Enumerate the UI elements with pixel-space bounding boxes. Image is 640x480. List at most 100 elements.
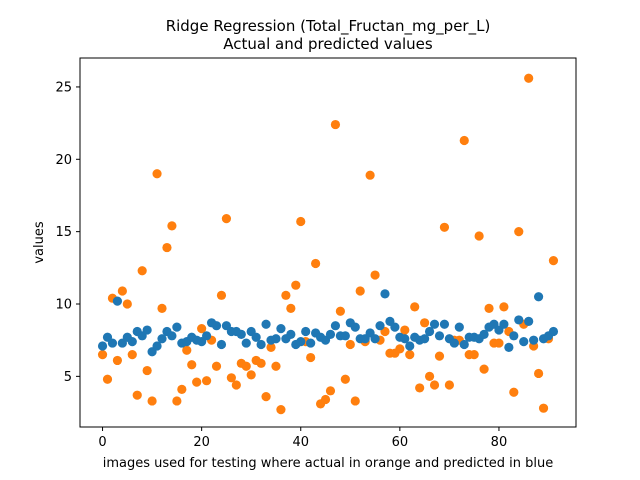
predicted-point	[97, 341, 108, 351]
actual-point	[395, 344, 405, 354]
actual-point	[261, 392, 271, 402]
actual-point	[182, 345, 192, 355]
actual-point	[439, 222, 450, 232]
predicted-point	[112, 296, 123, 306]
actual-point	[405, 350, 415, 360]
predicted-point	[405, 341, 415, 351]
actual-point	[187, 360, 197, 370]
actual-point	[533, 368, 544, 379]
predicted-point	[439, 319, 450, 329]
predicted-point	[434, 331, 445, 341]
actual-point	[152, 169, 162, 179]
y-tick-label: 25	[55, 80, 72, 95]
predicted-point	[524, 316, 534, 326]
actual-point	[97, 350, 108, 360]
actual-point	[514, 227, 524, 237]
predicted-point	[340, 331, 350, 341]
predicted-point	[454, 322, 464, 332]
actual-point	[127, 350, 137, 360]
predicted-point	[509, 331, 519, 341]
actual-point	[192, 377, 202, 387]
x-tick-label: 20	[193, 435, 210, 450]
actual-point	[271, 361, 281, 371]
actual-point	[211, 361, 222, 371]
actual-point	[479, 364, 489, 374]
actual-point	[434, 351, 445, 361]
actual-point	[167, 221, 177, 231]
actual-point	[172, 396, 182, 406]
actual-point	[226, 373, 236, 383]
actual-point	[142, 365, 152, 376]
predicted-point	[350, 322, 360, 332]
actual-point	[509, 387, 519, 397]
predicted-point	[157, 334, 167, 344]
predicted-point	[325, 329, 336, 339]
predicted-point	[142, 325, 152, 335]
predicted-point	[301, 326, 311, 337]
actual-point	[286, 303, 296, 313]
predicted-point	[127, 337, 137, 347]
y-tick-label: 5	[64, 370, 72, 385]
actual-point	[345, 339, 355, 350]
plot-frame	[79, 57, 577, 428]
predicted-point	[529, 335, 539, 345]
actual-point	[424, 371, 435, 381]
predicted-point	[172, 322, 182, 332]
actual-point	[296, 216, 306, 227]
predicted-point	[251, 332, 261, 342]
x-axis-label: images used for testing where actual in …	[103, 456, 554, 471]
predicted-point	[400, 334, 410, 344]
actual-point	[444, 380, 454, 390]
predicted-point	[286, 329, 296, 339]
actual-point	[410, 302, 420, 312]
actual-point	[548, 255, 559, 266]
x-tick-label: 60	[392, 435, 409, 450]
actual-point	[177, 384, 187, 394]
predicted-point	[306, 338, 316, 348]
predicted-point	[420, 334, 430, 344]
actual-point	[221, 214, 232, 224]
actual-point	[311, 258, 321, 269]
actual-point	[231, 380, 241, 390]
predicted-point	[449, 338, 459, 348]
actual-point	[276, 405, 286, 415]
actual-point	[538, 403, 549, 413]
actual-point	[162, 242, 172, 253]
actual-point	[459, 135, 469, 146]
actual-point	[137, 266, 147, 276]
predicted-point	[167, 331, 177, 341]
actual-point	[132, 390, 142, 400]
actual-point	[370, 270, 380, 280]
actual-point	[355, 286, 365, 296]
predicted-point	[548, 326, 559, 337]
y-tick-label: 10	[55, 298, 72, 313]
predicted-point	[271, 334, 281, 344]
actual-point	[335, 306, 345, 316]
actual-point	[281, 290, 291, 300]
axes: 0 20 40 60 80 5 10 15 20 25	[55, 80, 507, 450]
x-tick-label: 80	[491, 435, 508, 450]
predicted-point	[330, 321, 341, 331]
x-tick-label: 0	[98, 435, 106, 450]
actual-point	[484, 303, 494, 313]
chart-subtitle: Actual and predicted values	[223, 35, 433, 53]
actual-point	[112, 355, 123, 366]
predicted-point	[296, 337, 306, 347]
actual-point	[197, 324, 207, 334]
actual-point	[340, 374, 350, 384]
predicted-point	[424, 326, 435, 337]
actual-point	[469, 350, 479, 360]
predicted-point	[152, 341, 162, 351]
predicted-point	[533, 292, 544, 302]
predicted-point	[107, 338, 118, 348]
actual-point	[494, 338, 504, 348]
series-predicted-points	[97, 289, 559, 357]
predicted-point	[370, 334, 380, 344]
predicted-point	[479, 329, 489, 339]
predicted-point	[202, 331, 212, 341]
actual-point	[306, 352, 316, 363]
predicted-point	[261, 319, 271, 329]
y-tick-label: 15	[55, 225, 72, 240]
predicted-point	[459, 339, 469, 350]
